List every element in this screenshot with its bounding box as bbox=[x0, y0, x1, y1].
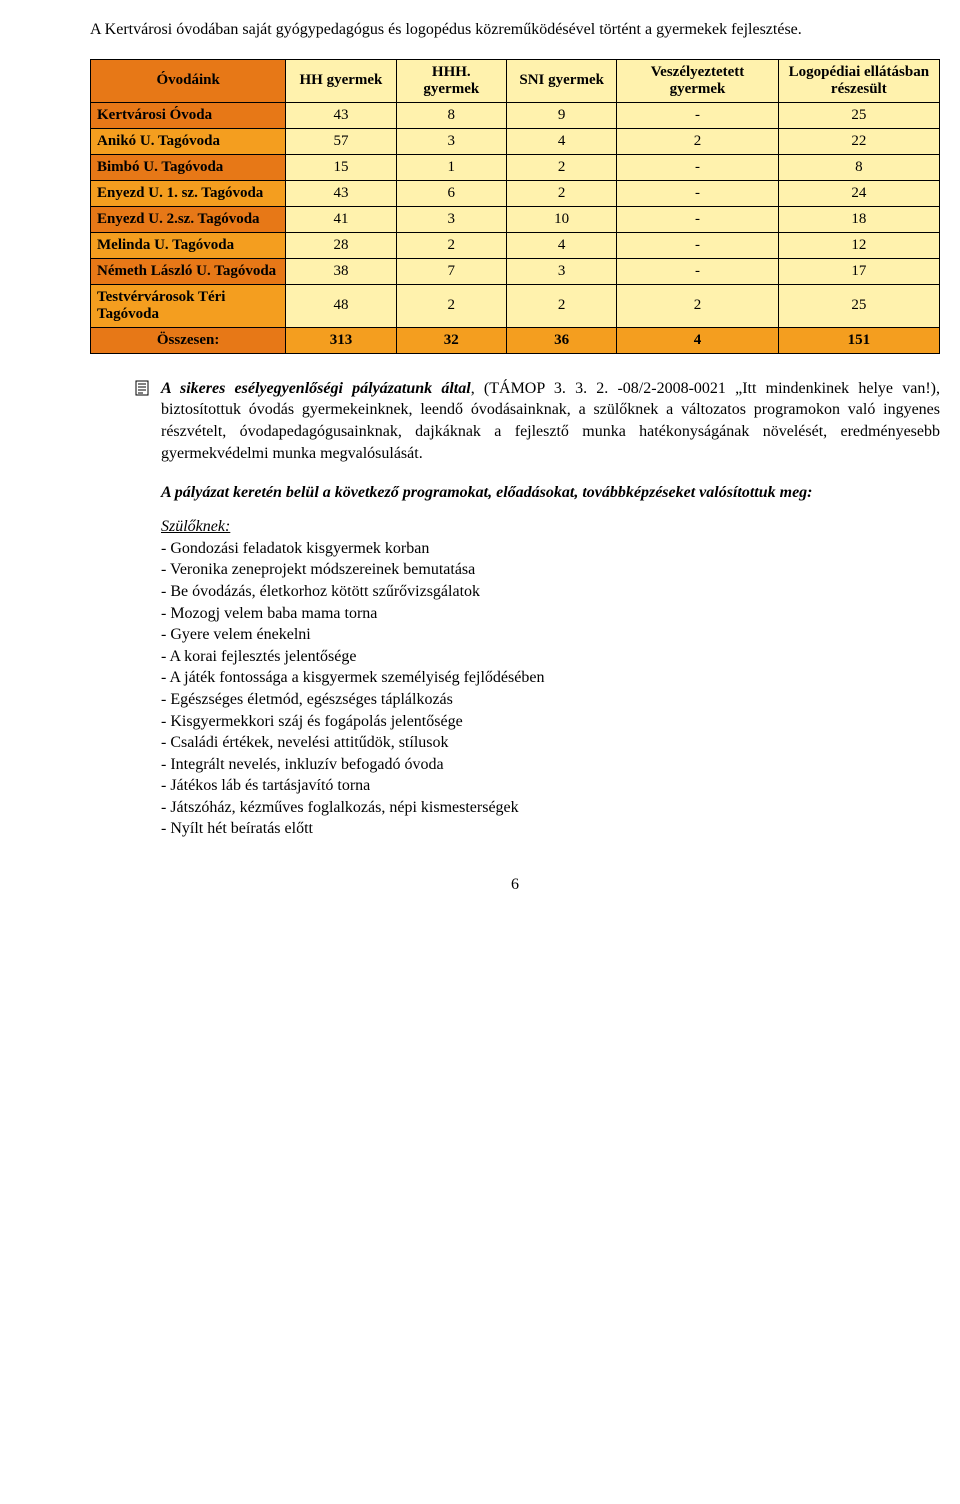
bullet-text: A sikeres esélyegyenlőségi pályázatunk á… bbox=[161, 378, 940, 464]
table-cell: 8 bbox=[396, 102, 506, 128]
table-cell: 25 bbox=[778, 284, 939, 327]
table-cell: 28 bbox=[286, 232, 396, 258]
table-row: Melinda U. Tagóvoda2824-12 bbox=[91, 232, 940, 258]
page-number: 6 bbox=[90, 876, 940, 894]
table-total-row: Összesen:31332364151 bbox=[91, 327, 940, 353]
table-cell: - bbox=[617, 154, 778, 180]
list-item: - Gyere velem énekelni bbox=[161, 624, 940, 646]
table-cell: 57 bbox=[286, 128, 396, 154]
list-item: - Egészséges életmód, egészséges táplálk… bbox=[161, 689, 940, 711]
list-item: - Integrált nevelés, inkluzív befogadó ó… bbox=[161, 754, 940, 776]
list-item: - Be óvodázás, életkorhoz kötött szűrővi… bbox=[161, 581, 940, 603]
bullet-lead: A sikeres esélyegyenlőségi pályázatunk á… bbox=[161, 380, 471, 397]
table-cell: 25 bbox=[778, 102, 939, 128]
table-header-cell: HHH. gyermek bbox=[396, 59, 506, 102]
row-label: Testvérvárosok Téri Tagóvoda bbox=[91, 284, 286, 327]
list-item: - Veronika zeneprojekt módszereinek bemu… bbox=[161, 559, 940, 581]
total-cell: 4 bbox=[617, 327, 778, 353]
total-cell: 151 bbox=[778, 327, 939, 353]
table-cell: 2 bbox=[396, 232, 506, 258]
table-cell: 3 bbox=[396, 206, 506, 232]
table-cell: 22 bbox=[778, 128, 939, 154]
table-cell: 18 bbox=[778, 206, 939, 232]
table-cell: 10 bbox=[506, 206, 616, 232]
table-header-cell: Veszélyeztetett gyermek bbox=[617, 59, 778, 102]
row-label: Enyezd U. 1. sz. Tagóvoda bbox=[91, 180, 286, 206]
table-cell: 8 bbox=[778, 154, 939, 180]
table-cell: 2 bbox=[396, 284, 506, 327]
table-cell: 43 bbox=[286, 180, 396, 206]
table-row: Anikó U. Tagóvoda5734222 bbox=[91, 128, 940, 154]
list-item: - Mozogj velem baba mama torna bbox=[161, 603, 940, 625]
list-item: - A korai fejlesztés jelentősége bbox=[161, 646, 940, 668]
table-cell: 4 bbox=[506, 232, 616, 258]
table-cell: 1 bbox=[396, 154, 506, 180]
table-cell: 48 bbox=[286, 284, 396, 327]
total-cell: 313 bbox=[286, 327, 396, 353]
bullet-block: A sikeres esélyegyenlőségi pályázatunk á… bbox=[135, 378, 940, 464]
table-cell: 3 bbox=[506, 258, 616, 284]
list-item: - A játék fontossága a kisgyermek személ… bbox=[161, 667, 940, 689]
ovoda-table: ÓvodáinkHH gyermekHHH. gyermekSNI gyerme… bbox=[90, 59, 940, 354]
table-row: Testvérvárosok Téri Tagóvoda4822225 bbox=[91, 284, 940, 327]
table-header-cell: SNI gyermek bbox=[506, 59, 616, 102]
table-cell: 38 bbox=[286, 258, 396, 284]
list-item: - Játszóház, kézműves foglalkozás, népi … bbox=[161, 797, 940, 819]
total-cell: 32 bbox=[396, 327, 506, 353]
row-label: Kertvárosi Óvoda bbox=[91, 102, 286, 128]
table-header-cell: Óvodáink bbox=[91, 59, 286, 102]
total-label: Összesen: bbox=[91, 327, 286, 353]
table-cell: 43 bbox=[286, 102, 396, 128]
table-cell: 15 bbox=[286, 154, 396, 180]
list-item: - Játékos láb és tartásjavító torna bbox=[161, 775, 940, 797]
table-row: Kertvárosi Óvoda4389-25 bbox=[91, 102, 940, 128]
table-cell: - bbox=[617, 180, 778, 206]
table-header-row: ÓvodáinkHH gyermekHHH. gyermekSNI gyerme… bbox=[91, 59, 940, 102]
intro-paragraph: A Kertvárosi óvodában saját gyógypedagóg… bbox=[90, 20, 940, 41]
table-header-cell: Logopédiai ellátásban részesült bbox=[778, 59, 939, 102]
total-cell: 36 bbox=[506, 327, 616, 353]
table-cell: 2 bbox=[617, 284, 778, 327]
parents-list: Szülőknek: - Gondozási feladatok kisgyer… bbox=[161, 518, 940, 840]
table-cell: 12 bbox=[778, 232, 939, 258]
table-row: Németh László U. Tagóvoda3873-17 bbox=[91, 258, 940, 284]
document-icon bbox=[135, 378, 161, 401]
table-cell: 3 bbox=[396, 128, 506, 154]
table-cell: 2 bbox=[617, 128, 778, 154]
table-cell: - bbox=[617, 102, 778, 128]
table-cell: - bbox=[617, 206, 778, 232]
row-label: Bimbó U. Tagóvoda bbox=[91, 154, 286, 180]
list-item: - Nyílt hét beíratás előtt bbox=[161, 818, 940, 840]
list-heading: Szülőknek: bbox=[161, 518, 940, 536]
table-cell: 2 bbox=[506, 180, 616, 206]
table-cell: 9 bbox=[506, 102, 616, 128]
table-cell: 7 bbox=[396, 258, 506, 284]
table-cell: 6 bbox=[396, 180, 506, 206]
programs-intro: A pályázat keretén belül a következő pro… bbox=[161, 482, 940, 504]
table-row: Enyezd U. 1. sz. Tagóvoda4362-24 bbox=[91, 180, 940, 206]
table-cell: 24 bbox=[778, 180, 939, 206]
list-item: - Kisgyermekkori száj és fogápolás jelen… bbox=[161, 711, 940, 733]
list-item: - Gondozási feladatok kisgyermek korban bbox=[161, 538, 940, 560]
table-cell: 2 bbox=[506, 154, 616, 180]
table-body: Kertvárosi Óvoda4389-25Anikó U. Tagóvoda… bbox=[91, 102, 940, 353]
table-cell: 2 bbox=[506, 284, 616, 327]
table-cell: 17 bbox=[778, 258, 939, 284]
table-cell: - bbox=[617, 232, 778, 258]
table-row: Enyezd U. 2.sz. Tagóvoda41310-18 bbox=[91, 206, 940, 232]
page-container: A Kertvárosi óvodában saját gyógypedagóg… bbox=[0, 0, 960, 934]
list-item: - Családi értékek, nevelési attitűdök, s… bbox=[161, 732, 940, 754]
row-label: Melinda U. Tagóvoda bbox=[91, 232, 286, 258]
row-label: Anikó U. Tagóvoda bbox=[91, 128, 286, 154]
table-cell: 41 bbox=[286, 206, 396, 232]
row-label: Németh László U. Tagóvoda bbox=[91, 258, 286, 284]
table-cell: - bbox=[617, 258, 778, 284]
table-cell: 4 bbox=[506, 128, 616, 154]
row-label: Enyezd U. 2.sz. Tagóvoda bbox=[91, 206, 286, 232]
table-row: Bimbó U. Tagóvoda1512-8 bbox=[91, 154, 940, 180]
table-header-cell: HH gyermek bbox=[286, 59, 396, 102]
